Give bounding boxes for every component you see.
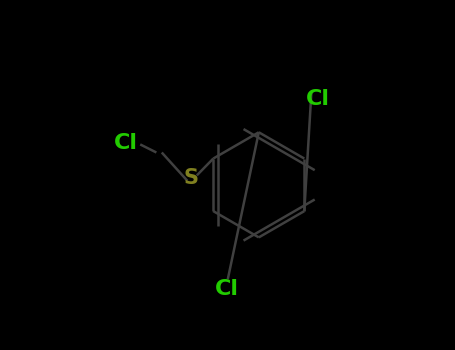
Text: Cl: Cl <box>214 279 238 299</box>
Text: Cl: Cl <box>113 133 137 153</box>
Text: S: S <box>184 168 199 188</box>
Text: Cl: Cl <box>306 89 330 108</box>
